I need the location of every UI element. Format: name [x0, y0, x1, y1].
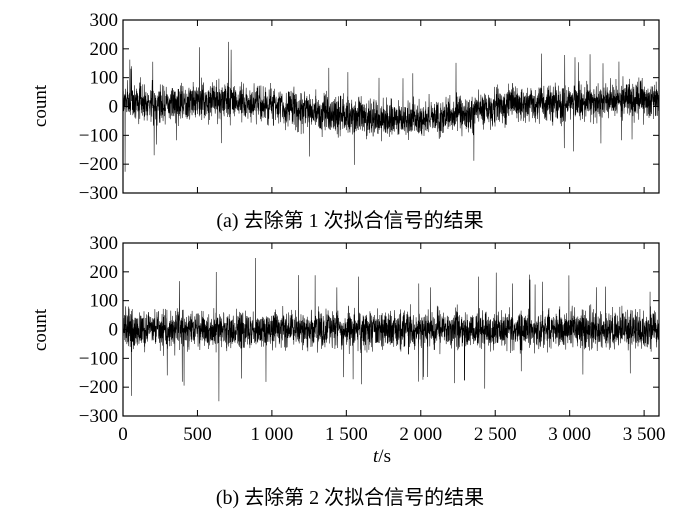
- caption-a: (a) 去除第 1 次拟合信号的结果: [216, 210, 484, 232]
- y-tick-label: 0: [109, 97, 119, 118]
- y-axis-b: 300 200 100 0 −100 −200 −300: [79, 233, 659, 427]
- y-tick-label: 300: [90, 10, 119, 31]
- y-axis-title-b: count: [30, 308, 51, 351]
- x-tick-label: 2 000: [399, 424, 442, 445]
- signal-trace-b: [122, 257, 660, 402]
- x-axis-b: 0 500 1 000 1 500 2 000 2 500 3 000 3 500: [118, 243, 665, 445]
- y-tick-label: 200: [90, 39, 119, 60]
- y-tick-label: −100: [79, 348, 118, 369]
- y-tick-label: −300: [79, 183, 118, 204]
- y-tick-label: 300: [90, 233, 119, 254]
- signal-trace-a: [122, 41, 660, 172]
- y-tick-label: −200: [79, 154, 118, 175]
- x-axis-title-variable: t: [373, 446, 379, 467]
- x-tick-label: 3 000: [548, 424, 591, 445]
- x-tick-label: 2 500: [474, 424, 517, 445]
- x-tick-label: 500: [183, 424, 212, 445]
- y-tick-label: −200: [79, 377, 118, 398]
- x-tick-label: 1 000: [251, 424, 294, 445]
- y-tick-label: 0: [109, 320, 119, 341]
- y-tick-label: 100: [90, 291, 119, 312]
- signal-line: [122, 257, 660, 402]
- y-tick-label: −100: [79, 125, 118, 146]
- y-axis-title-a: count: [30, 84, 51, 127]
- y-axis-a: 300 200 100 0 −100 −200 −300: [79, 10, 659, 204]
- caption-b: (b) 去除第 2 次拟合信号的结果: [215, 487, 485, 509]
- y-tick-label: −300: [79, 406, 118, 427]
- x-axis-a: [122, 20, 645, 193]
- x-axis-title-unit: /s: [378, 446, 391, 467]
- x-tick-label: 1 500: [325, 424, 368, 445]
- x-axis-title-b: t/s: [373, 446, 391, 467]
- x-tick-label: 0: [118, 424, 128, 445]
- y-tick-label: 100: [90, 68, 119, 89]
- x-tick-label: 3 500: [623, 424, 666, 445]
- signal-line: [122, 41, 660, 172]
- panel-a: 300 200 100 0 −100 −200 −300 count: [30, 10, 660, 204]
- y-tick-label: 200: [90, 262, 119, 283]
